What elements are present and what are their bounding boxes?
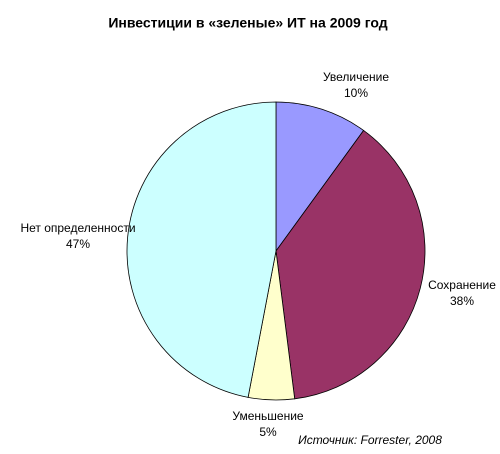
slice-label: Увеличение [323,70,389,84]
source-note: Источник: Forrester, 2008 [298,433,442,447]
chart-title: Инвестиции в «зеленые» ИТ на 2009 год [108,15,387,31]
slice-label: Сохранение [428,278,496,292]
slice-value-label: 38% [450,294,474,308]
slice-value-label: 47% [66,237,90,251]
slice-label: Уменьшение [232,409,304,423]
slice-value-label: 10% [344,86,368,100]
pie-slice [275,129,426,400]
pie-slice [126,101,277,398]
slice-label: Нет определенности [20,221,135,235]
slice-value-label: 5% [259,425,277,439]
pie-slice [275,101,365,253]
